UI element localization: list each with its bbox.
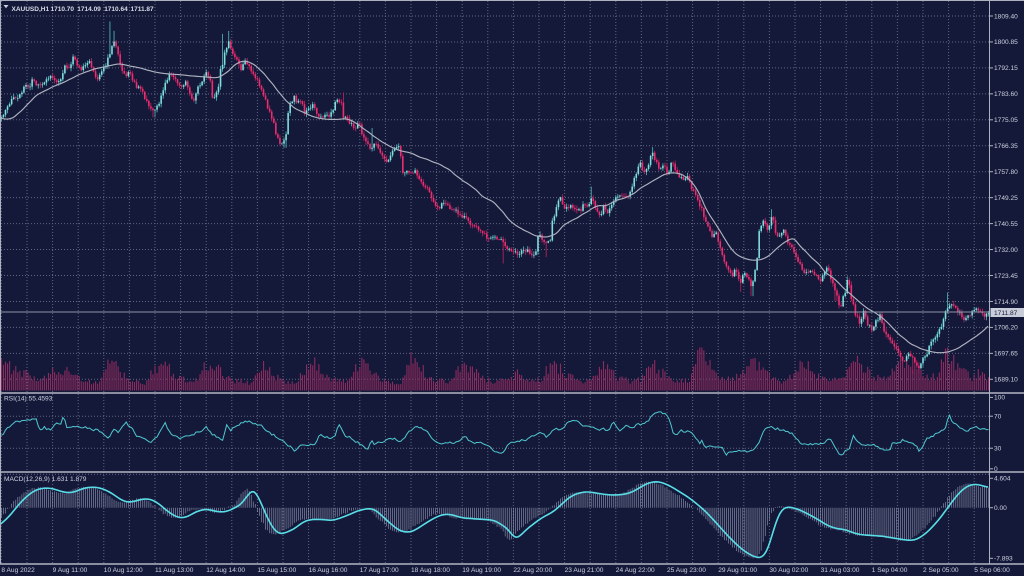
svg-text:15 Aug 15:00: 15 Aug 15:00 <box>257 567 296 574</box>
svg-text:30: 30 <box>994 446 1002 453</box>
svg-text:16 Aug 16:00: 16 Aug 16:00 <box>309 567 348 574</box>
svg-text:23 Aug 21:00: 23 Aug 21:00 <box>565 567 604 574</box>
svg-text:1783.60: 1783.60 <box>994 91 1018 98</box>
svg-text:1809.40: 1809.40 <box>994 13 1018 20</box>
svg-text:1711.87: 1711.87 <box>994 310 1018 317</box>
svg-text:0: 0 <box>994 466 998 473</box>
svg-text:1732.00: 1732.00 <box>994 247 1018 254</box>
svg-text:18 Aug 18:00: 18 Aug 18:00 <box>411 567 450 574</box>
svg-text:100: 100 <box>994 395 1005 402</box>
svg-text:29 Aug 01:00: 29 Aug 01:00 <box>718 567 757 574</box>
svg-text:25 Aug 23:00: 25 Aug 23:00 <box>667 567 706 574</box>
svg-text:XAUUSD,H1: XAUUSD,H1 <box>12 6 50 13</box>
svg-text:10 Aug 12:00: 10 Aug 12:00 <box>104 567 143 574</box>
svg-text:-7.893: -7.893 <box>994 556 1013 563</box>
svg-text:1792.15: 1792.15 <box>994 65 1018 72</box>
svg-text:11 Aug 13:00: 11 Aug 13:00 <box>155 567 194 574</box>
svg-text:24 Aug 22:00: 24 Aug 22:00 <box>616 567 655 574</box>
svg-text:1710.70: 1710.70 <box>51 6 75 13</box>
svg-text:RSI(14) 55.4593: RSI(14) 55.4593 <box>4 396 53 403</box>
svg-text:1710.64: 1710.64 <box>104 6 128 13</box>
svg-text:12 Aug 14:00: 12 Aug 14:00 <box>206 567 245 574</box>
svg-text:1697.65: 1697.65 <box>994 351 1018 358</box>
svg-text:30 Aug 02:00: 30 Aug 02:00 <box>769 567 808 574</box>
svg-text:1723.45: 1723.45 <box>994 273 1018 280</box>
svg-text:1 Sep 04:00: 1 Sep 04:00 <box>872 567 908 574</box>
svg-text:1757.80: 1757.80 <box>994 169 1018 176</box>
svg-text:9 Aug 11:00: 9 Aug 11:00 <box>53 567 88 574</box>
svg-text:1775.05: 1775.05 <box>994 117 1018 124</box>
svg-text:1749.25: 1749.25 <box>994 195 1018 202</box>
svg-text:1706.20: 1706.20 <box>994 325 1018 332</box>
svg-text:2 Sep 05:00: 2 Sep 05:00 <box>923 567 959 574</box>
svg-text:5 Sep 06:00: 5 Sep 06:00 <box>974 567 1010 574</box>
svg-text:1766.35: 1766.35 <box>994 143 1018 150</box>
svg-text:1800.85: 1800.85 <box>994 39 1018 46</box>
svg-text:1740.55: 1740.55 <box>994 221 1018 228</box>
svg-text:8 Aug 2022: 8 Aug 2022 <box>1 567 35 574</box>
svg-text:1714.90: 1714.90 <box>994 299 1018 306</box>
svg-text:1714.09: 1714.09 <box>77 6 101 13</box>
svg-text:17 Aug 17:00: 17 Aug 17:00 <box>360 567 399 574</box>
svg-text:70: 70 <box>994 414 1002 421</box>
svg-text:0.00: 0.00 <box>994 505 1007 512</box>
svg-text:1689.10: 1689.10 <box>994 377 1018 384</box>
svg-text:1711.87: 1711.87 <box>131 6 155 13</box>
svg-text:19 Aug 19:00: 19 Aug 19:00 <box>462 567 501 574</box>
svg-text:4.604: 4.604 <box>994 476 1011 483</box>
svg-text:22 Aug 20:00: 22 Aug 20:00 <box>513 567 552 574</box>
svg-text:MACD(12,26,9) 1.631 1.879: MACD(12,26,9) 1.631 1.879 <box>4 476 87 483</box>
svg-text:31 Aug 03:00: 31 Aug 03:00 <box>821 567 860 574</box>
